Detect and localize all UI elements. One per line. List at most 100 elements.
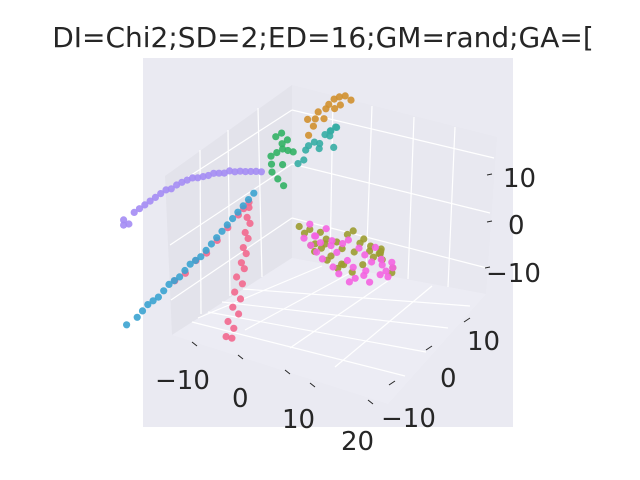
grid-line: [167, 109, 293, 191]
scatter-point: [344, 236, 352, 244]
scatter-point: [246, 219, 254, 227]
scatter-point: [244, 196, 253, 204]
axis-tick-mark: [425, 345, 433, 351]
grid-line: [207, 311, 427, 353]
scatter-point: [243, 213, 251, 221]
scatter-point: [345, 278, 353, 286]
grid-line: [289, 277, 393, 349]
scatter-point: [146, 197, 154, 205]
scatter-point: [241, 168, 250, 176]
scatter-point: [343, 256, 351, 265]
scatter-point: [215, 169, 223, 177]
scatter-point: [359, 261, 367, 269]
scatter-point: [272, 133, 280, 141]
grid-line: [170, 217, 293, 301]
axis-tick-mark: [237, 354, 244, 360]
grid-line: [407, 116, 415, 280]
x-tick-label: 20: [341, 427, 374, 457]
scatter-point: [120, 216, 128, 224]
scatter-point: [160, 287, 168, 295]
grid-line: [447, 126, 456, 288]
z-axis-ticks: 10 0 −10: [486, 164, 541, 289]
x-tick-label: −10: [155, 366, 210, 396]
scatter-point: [149, 297, 157, 305]
scatter-point: [191, 256, 200, 264]
scatter-point: [284, 146, 292, 155]
scatter-point: [278, 140, 286, 148]
scatter-point: [229, 303, 237, 311]
scatter-point: [349, 263, 357, 271]
scatter-point: [268, 168, 276, 176]
scatter-point: [376, 271, 384, 279]
scatter-point: [294, 160, 302, 168]
scatter-point: [224, 317, 232, 326]
y-tick-label: 0: [440, 364, 457, 394]
scatter-point: [361, 251, 369, 259]
scatter-point: [223, 221, 231, 229]
axis-tick-mark: [486, 220, 493, 223]
scatter-point: [197, 253, 205, 261]
scatter-point: [307, 241, 315, 249]
axis-tick-mark: [191, 341, 198, 347]
scatter-point: [252, 167, 260, 175]
scatter-point: [239, 244, 247, 252]
scatter-point: [229, 215, 237, 223]
grid-line: [365, 105, 373, 273]
axis-tick-mark: [309, 382, 316, 388]
x-tick-label: 10: [282, 405, 315, 435]
scatter-point: [389, 264, 397, 272]
scatter-point: [154, 293, 162, 301]
series-purple: [120, 167, 265, 229]
scatter-point: [123, 321, 131, 329]
scatter-point: [210, 169, 218, 177]
scatter-point: [273, 149, 281, 157]
scatter-point: [181, 266, 189, 275]
grid-line: [257, 107, 263, 278]
scatter-point: [355, 244, 363, 252]
axis-tick-mark: [463, 317, 471, 323]
scatter-points: [120, 92, 397, 342]
series-magenta: [300, 220, 397, 286]
y-tick-label: 10: [467, 327, 500, 357]
scatter-point: [304, 115, 312, 123]
scatter-point: [305, 131, 313, 139]
scatter-point: [242, 250, 250, 258]
scatter-point: [165, 280, 173, 288]
scatter-point: [331, 105, 339, 113]
pane-floor: [172, 258, 486, 404]
scatter-point: [237, 259, 245, 267]
scatter-point: [335, 270, 343, 278]
axis-tick-mark: [388, 380, 396, 386]
y-tick-label: −10: [381, 404, 436, 434]
scatter-point: [283, 136, 291, 144]
scatter-point: [378, 261, 386, 269]
scatter-point: [322, 225, 330, 233]
scatter-point: [300, 234, 308, 242]
scatter-point: [280, 182, 288, 190]
scatter-point: [130, 208, 138, 216]
scatter-point: [339, 240, 347, 248]
scatter-point: [371, 243, 379, 251]
scatter-point: [388, 258, 396, 266]
scatter-point: [343, 230, 351, 239]
scatter-point: [222, 333, 230, 341]
scatter-point: [247, 167, 255, 176]
grid-line: [191, 321, 406, 377]
grid-line: [244, 270, 355, 331]
scatter-point: [236, 295, 245, 303]
scatter-point: [238, 280, 246, 288]
scatter-point: [332, 123, 340, 131]
grid-line: [221, 301, 449, 329]
grid-line: [169, 163, 293, 246]
scatter-point: [306, 220, 314, 228]
scatter-point: [241, 228, 249, 237]
scatter-point: [178, 178, 186, 186]
series-orange: [304, 92, 355, 139]
scatter-point: [336, 101, 344, 109]
grid-line: [291, 163, 491, 214]
x-axis-ticks: −10 0 10 20: [155, 366, 374, 457]
scatter-point: [207, 240, 215, 248]
scatter-point: [350, 248, 358, 256]
scatter-point: [188, 174, 197, 182]
scatter-point: [316, 228, 324, 236]
